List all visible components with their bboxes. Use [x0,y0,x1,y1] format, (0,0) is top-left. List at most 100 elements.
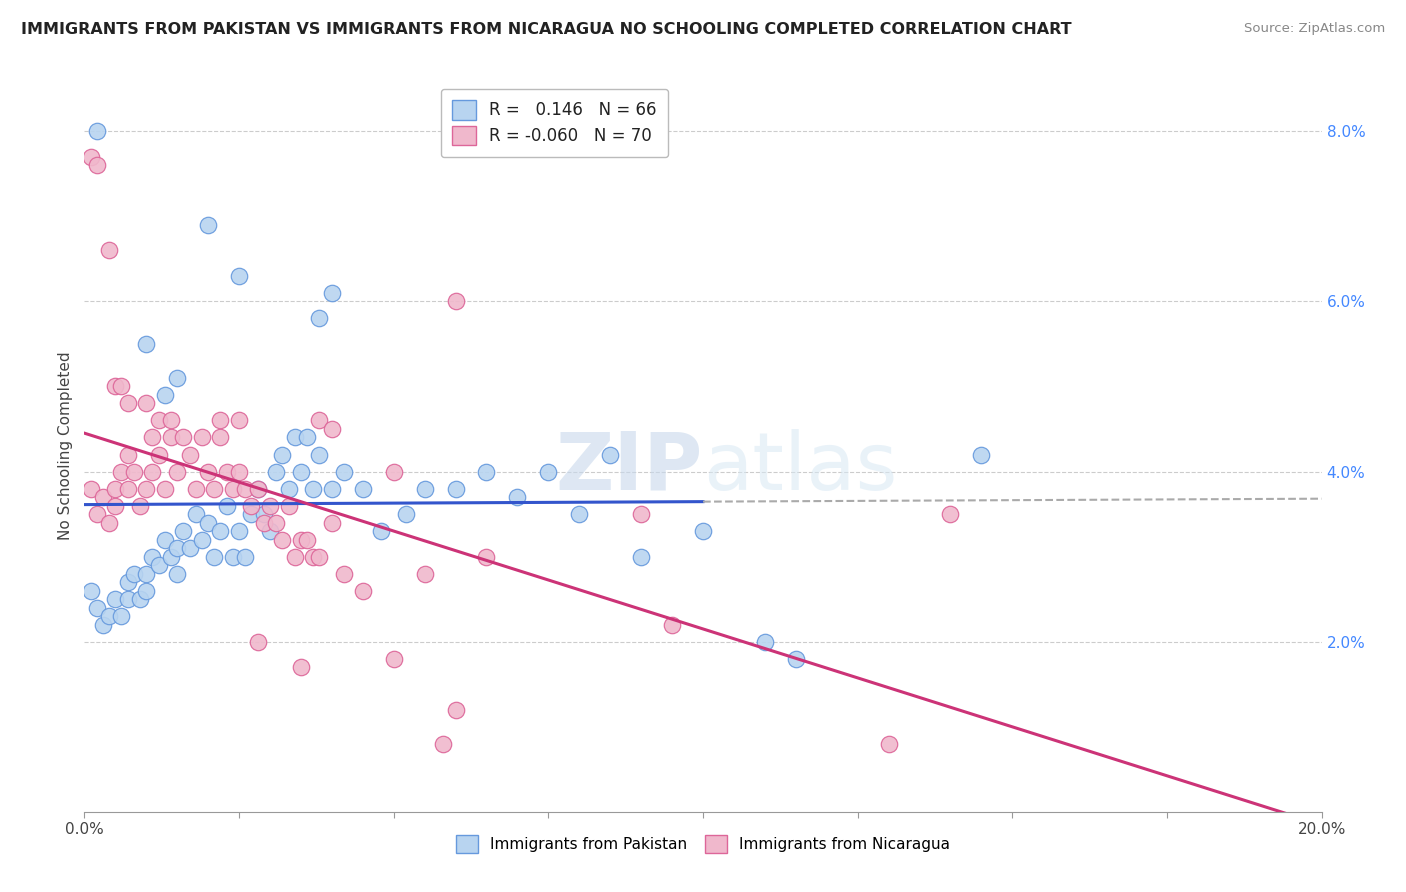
Point [308,311,330,326]
Point [277,499,299,513]
Text: IMMIGRANTS FROM PAKISTAN VS IMMIGRANTS FROM NICARAGUA NO SCHOOLING COMPLETED COR: IMMIGRANTS FROM PAKISTAN VS IMMIGRANTS F… [21,22,1071,37]
Point [228,268,250,283]
Point [215,465,238,479]
Point [233,549,256,564]
Point [117,575,139,590]
Point [166,566,188,581]
Point [135,566,157,581]
Point [277,482,299,496]
Point [184,482,207,496]
Point [179,541,201,555]
Point [135,337,157,351]
Point [240,507,263,521]
Point [117,448,139,462]
Point [79,150,101,164]
Point [295,430,318,444]
Point [264,465,287,479]
Point [382,465,405,479]
Point [264,516,287,530]
Point [333,465,356,479]
Point [785,651,807,665]
Point [599,448,621,462]
Point [259,499,281,513]
Point [295,533,318,547]
Point [129,592,152,607]
Point [172,524,194,538]
Point [246,482,269,496]
Point [259,524,281,538]
Point [86,507,108,521]
Point [877,737,900,751]
Point [141,430,163,444]
Point [284,430,307,444]
Point [86,158,108,172]
Point [153,388,176,402]
Point [444,703,467,717]
Point [160,430,183,444]
Point [290,533,312,547]
Point [122,465,145,479]
Point [630,549,652,564]
Point [506,490,529,504]
Point [117,592,139,607]
Point [302,549,325,564]
Point [228,413,250,427]
Point [692,524,714,538]
Point [141,549,163,564]
Point [91,490,114,504]
Point [228,524,250,538]
Point [413,482,436,496]
Point [160,413,183,427]
Point [98,244,121,258]
Point [160,549,183,564]
Point [110,465,132,479]
Point [104,379,127,393]
Point [233,482,256,496]
Point [129,499,152,513]
Point [179,448,201,462]
Point [209,524,232,538]
Point [302,482,325,496]
Point [104,482,127,496]
Point [153,482,176,496]
Point [86,600,108,615]
Point [110,609,132,624]
Point [228,465,250,479]
Point [308,448,330,462]
Point [568,507,591,521]
Point [222,549,245,564]
Point [197,465,219,479]
Point [290,660,312,674]
Point [321,516,343,530]
Point [117,396,139,410]
Point [91,617,114,632]
Point [271,533,294,547]
Point [630,507,652,521]
Point [191,430,214,444]
Point [284,549,307,564]
Point [148,413,170,427]
Point [209,413,232,427]
Point [253,507,276,521]
Point [79,583,101,598]
Point [98,516,121,530]
Point [98,609,121,624]
Point [246,482,269,496]
Point [321,285,343,300]
Point [202,482,225,496]
Text: atlas: atlas [703,429,897,507]
Point [475,465,498,479]
Text: Source: ZipAtlas.com: Source: ZipAtlas.com [1244,22,1385,36]
Point [122,566,145,581]
Point [110,379,132,393]
Y-axis label: No Schooling Completed: No Schooling Completed [58,351,73,541]
Text: ZIP: ZIP [555,429,703,507]
Point [413,566,436,581]
Point [197,516,219,530]
Point [222,482,245,496]
Point [444,294,467,309]
Point [395,507,418,521]
Point [202,549,225,564]
Point [754,634,776,648]
Point [308,549,330,564]
